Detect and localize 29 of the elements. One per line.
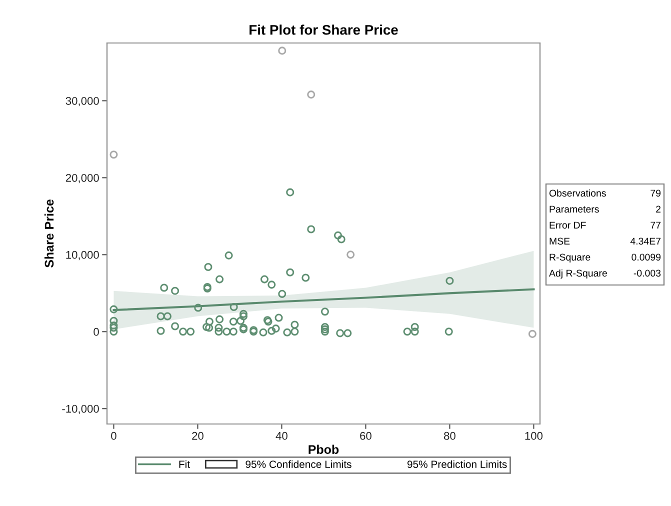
- text: 77: [650, 222, 661, 229]
- x-tick-label: 40: [276, 432, 288, 440]
- x-tick-label: 0: [111, 432, 116, 440]
- y-tick-label: -10,000: [62, 404, 99, 414]
- y-tick-label: 30,000: [66, 96, 99, 106]
- x-tick-label: 100: [525, 432, 543, 440]
- x-tick-label: 20: [192, 432, 204, 440]
- x-axis-title: Pbob: [308, 444, 339, 454]
- y-tick-label: 10,000: [66, 250, 99, 260]
- text: 0.0099: [632, 254, 661, 261]
- x-tick-label: 60: [360, 432, 372, 440]
- y-tick-label: 20,000: [66, 174, 99, 184]
- text: Observations: [549, 189, 606, 197]
- chart-title: Fit Plot for Share Price: [250, 24, 398, 35]
- text: 4.34E7: [630, 238, 661, 245]
- text: MSE: [550, 238, 570, 245]
- text: 95% Confidence Limits: [246, 460, 352, 468]
- y-axis-title: Share Price: [44, 200, 54, 268]
- text: Adj R-Square: [549, 269, 607, 279]
- legend-label: Fit: [179, 460, 190, 468]
- text: R-Square: [550, 254, 590, 263]
- text: Parameters: [550, 206, 599, 213]
- text: Error DF: [550, 222, 586, 229]
- text: 95% Prediction Limits: [407, 460, 507, 468]
- x-tick-label: 80: [444, 432, 456, 440]
- y-tick-label: 0: [94, 328, 99, 336]
- text: 79: [650, 190, 661, 197]
- text: 2: [656, 206, 661, 213]
- text: -0.003: [634, 270, 661, 277]
